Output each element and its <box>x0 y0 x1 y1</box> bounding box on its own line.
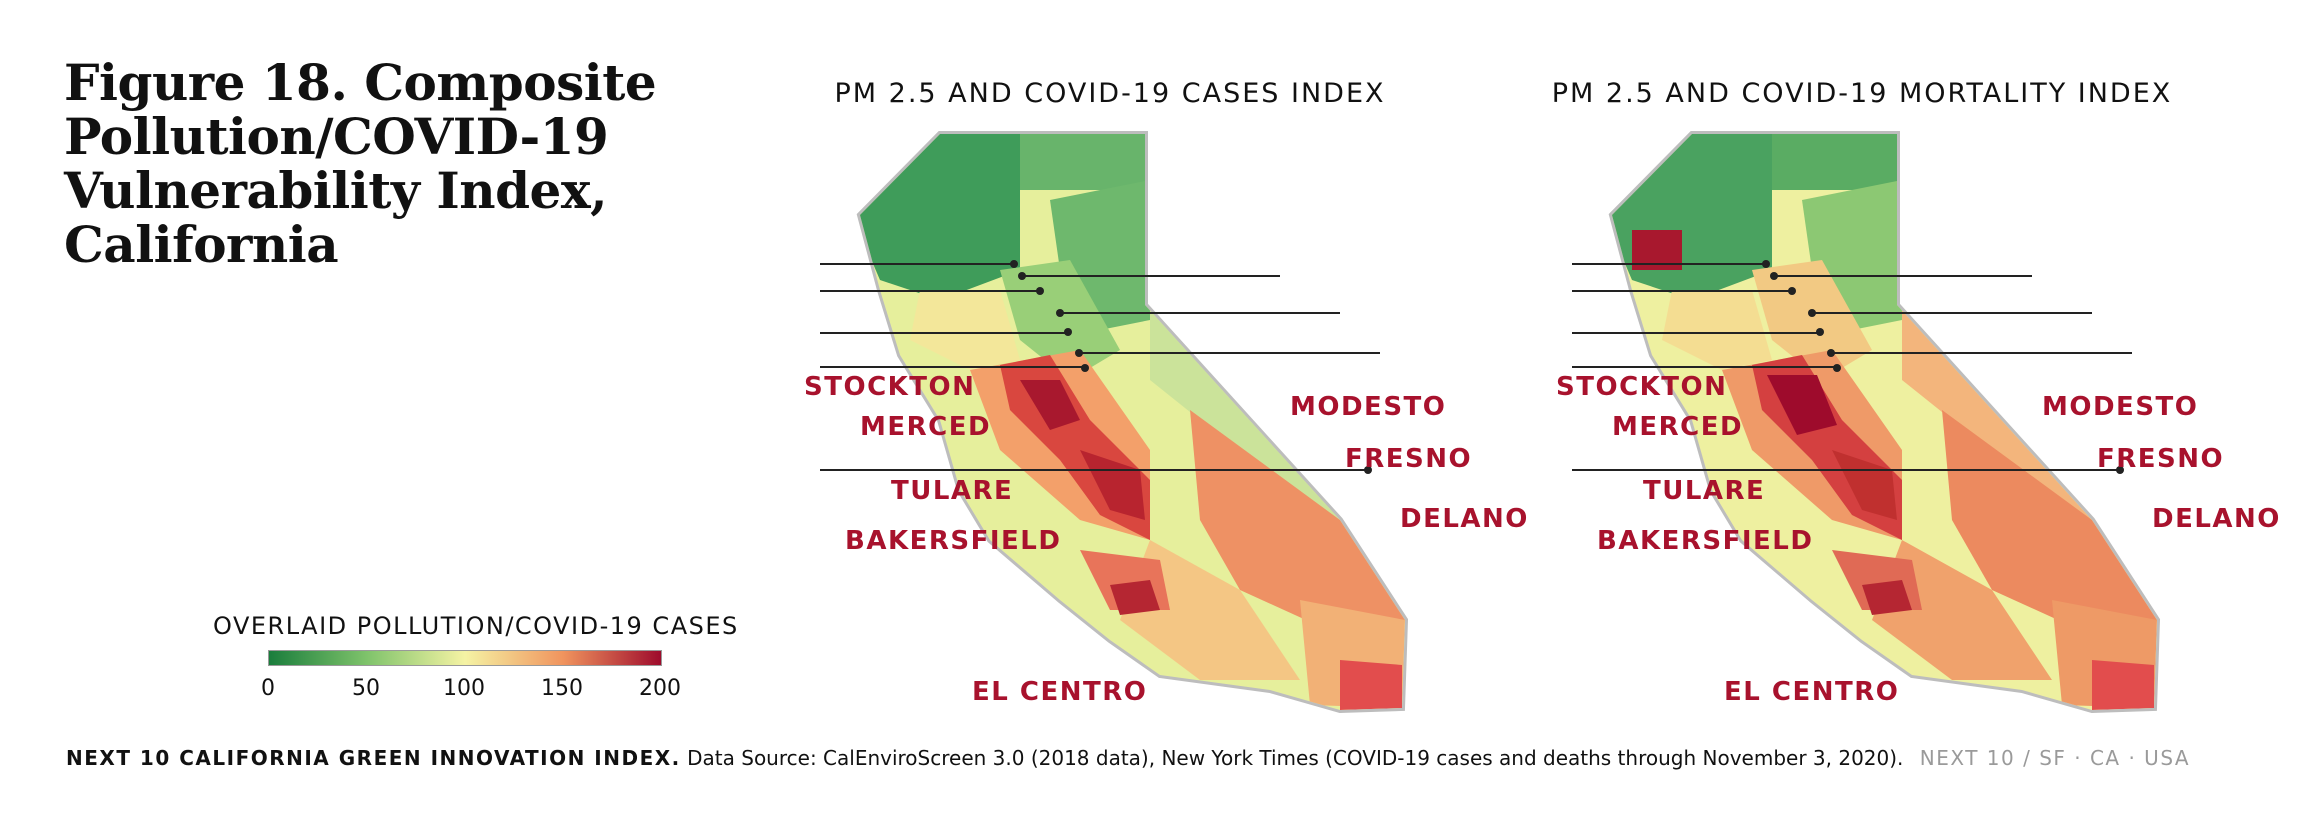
map-heading-cases: PM 2.5 AND COVID-19 CASES INDEX <box>834 78 1386 109</box>
city-label-delano: DELANO <box>2152 504 2281 534</box>
california-map-cases <box>820 131 1409 714</box>
city-label-stockton: STOCKTON <box>1556 372 1728 402</box>
footer-source: Data Source: CalEnviroScreen 3.0 (2018 d… <box>687 746 1904 770</box>
legend-tick: 200 <box>639 676 681 701</box>
legend-title: OVERLAID POLLUTION/COVID-19 CASES <box>213 612 739 640</box>
city-label-tulare: TULARE <box>1643 476 1766 506</box>
legend-color-scale <box>268 650 662 666</box>
city-label-bakersfield: BAKERSFIELD <box>845 526 1062 556</box>
footer-org: NEXT 10 / SF · CA · USA <box>1919 746 2191 770</box>
map-heading-mortality: PM 2.5 AND COVID-19 MORTALITY INDEX <box>1551 78 2173 109</box>
city-label-stockton: STOCKTON <box>804 372 976 402</box>
city-label-el-centro: EL CENTRO <box>1724 677 1900 707</box>
city-label-merced: MERCED <box>860 412 992 442</box>
city-label-delano: DELANO <box>1400 504 1529 534</box>
figure-title: Figure 18. Composite Pollution/COVID-19 … <box>64 53 657 274</box>
footer: NEXT 10 CALIFORNIA GREEN INNOVATION INDE… <box>66 746 2190 770</box>
city-label-fresno: FRESNO <box>1345 444 1473 474</box>
legend-tick: 0 <box>261 676 275 701</box>
legend-tick: 150 <box>541 676 583 701</box>
city-label-modesto: MODESTO <box>2042 392 2199 422</box>
city-label-modesto: MODESTO <box>1290 392 1447 422</box>
legend-tick: 50 <box>352 676 380 701</box>
city-label-tulare: TULARE <box>891 476 1014 506</box>
legend-tick: 100 <box>443 676 485 701</box>
city-label-el-centro: EL CENTRO <box>972 677 1148 707</box>
city-label-bakersfield: BAKERSFIELD <box>1597 526 1814 556</box>
footer-brand: NEXT 10 CALIFORNIA GREEN INNOVATION INDE… <box>66 746 681 770</box>
city-label-merced: MERCED <box>1612 412 1744 442</box>
california-map-mortality <box>1572 131 2161 714</box>
city-label-fresno: FRESNO <box>2097 444 2225 474</box>
